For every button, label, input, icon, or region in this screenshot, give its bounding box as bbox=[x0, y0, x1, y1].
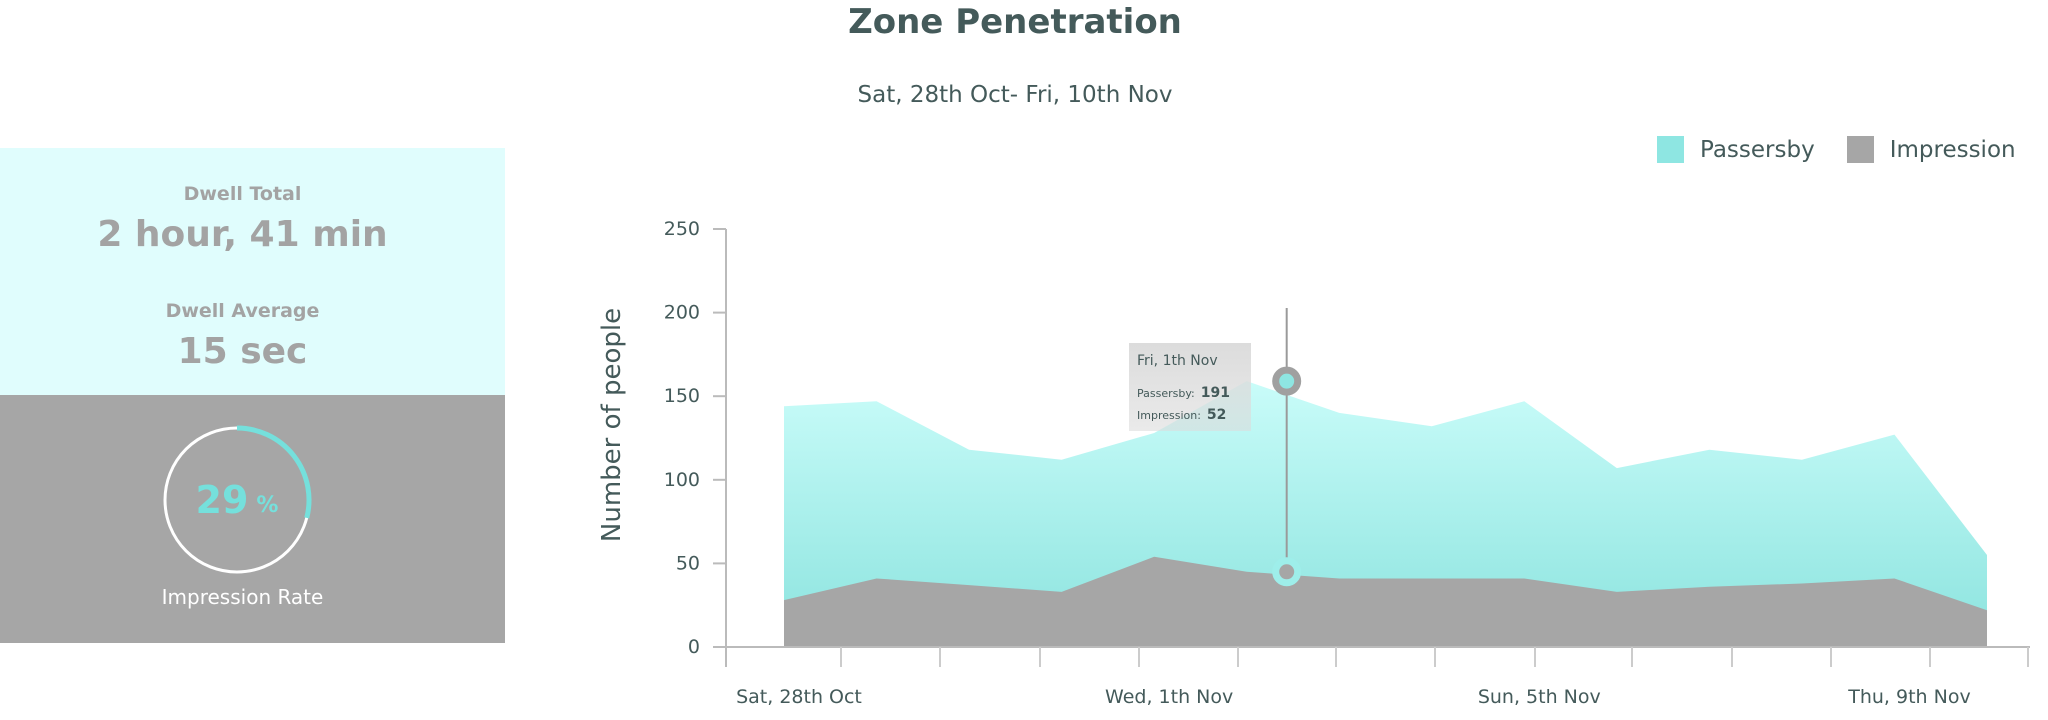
impression-rate-gauge bbox=[163, 425, 312, 574]
tooltip-passersby: Passersby: 191 bbox=[1137, 385, 1230, 401]
y-tick-label: 200 bbox=[664, 302, 700, 324]
legend-item-passersby[interactable]: Passersby bbox=[1657, 136, 1815, 163]
x-tick-label: Wed, 1th Nov bbox=[1105, 686, 1233, 708]
y-tick-label: 100 bbox=[664, 469, 700, 491]
y-tick-label: 150 bbox=[664, 385, 700, 407]
dwell-total-label: Dwell Total bbox=[183, 183, 302, 205]
hover-point-passersby[interactable] bbox=[1272, 366, 1302, 396]
y-axis-title: Number of people bbox=[597, 308, 627, 542]
y-tick-label: 250 bbox=[664, 218, 700, 240]
legend-item-impression[interactable]: Impression bbox=[1846, 136, 2016, 163]
hover-point-impression[interactable] bbox=[1272, 557, 1302, 587]
impression-rate-panel: 29 % Impression Rate bbox=[0, 395, 505, 643]
tooltip-passersby-label: Passersby: bbox=[1137, 387, 1195, 400]
tooltip: Fri, 1th Nov Passersby: 191 Impression: 52 bbox=[1129, 343, 1251, 431]
legend: Passersby Impression bbox=[1657, 136, 2048, 163]
impression-rate-label: Impression Rate bbox=[161, 585, 324, 609]
tooltip-impression-value: 52 bbox=[1206, 407, 1227, 423]
area-impression bbox=[784, 556, 1987, 647]
legend-swatch-passersby bbox=[1657, 136, 1684, 163]
x-tick-label: Sun, 5th Nov bbox=[1478, 686, 1601, 708]
impression-rate-unit: % bbox=[256, 492, 279, 518]
dwell-total-value: 2 hour, 41 min bbox=[97, 214, 388, 255]
impression-rate-value: 29 bbox=[195, 478, 249, 522]
legend-label-impression: Impression bbox=[1889, 136, 2016, 163]
dwell-panel: Dwell Total 2 hour, 41 min Dwell Average… bbox=[0, 148, 505, 395]
tooltip-impression-label: Impression: bbox=[1137, 409, 1201, 422]
dwell-average-value: 15 sec bbox=[177, 331, 308, 372]
chart-title: Zone Penetration bbox=[848, 2, 1182, 42]
date-range: Sat, 28th Oct- Fri, 10th Nov bbox=[857, 82, 1173, 108]
tooltip-passersby-value: 191 bbox=[1200, 385, 1230, 401]
dwell-average-label: Dwell Average bbox=[165, 300, 320, 322]
impression-rate-readout: 29 % bbox=[160, 423, 314, 577]
legend-swatch-impression bbox=[1846, 136, 1874, 163]
gauge-fill bbox=[236, 425, 312, 519]
legend-label-passersby: Passersby bbox=[1700, 136, 1815, 163]
x-tick-label: Thu, 9th Nov bbox=[1847, 686, 1970, 708]
y-tick-label: 50 bbox=[676, 552, 700, 574]
area-passersby bbox=[784, 381, 1987, 647]
tooltip-impression: Impression: 52 bbox=[1137, 407, 1226, 423]
x-tick-label: Sat, 28th Oct bbox=[736, 686, 862, 708]
y-tick-label: 0 bbox=[688, 636, 700, 658]
tooltip-date: Fri, 1th Nov bbox=[1137, 353, 1218, 369]
